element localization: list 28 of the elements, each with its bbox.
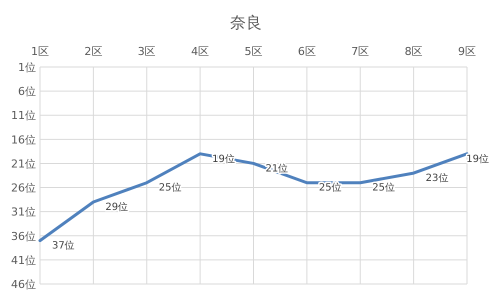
y-tick-label: 31位 (11, 206, 36, 219)
y-tick-label: 16位 (11, 133, 36, 146)
x-tick-label: 4区 (191, 45, 210, 58)
data-label: 25位 (372, 182, 395, 194)
x-tick-label: 8区 (404, 45, 423, 58)
data-label: 29位 (105, 201, 128, 214)
x-tick-label: 7区 (351, 45, 370, 58)
x-tick-label: 9区 (458, 45, 476, 58)
y-tick-label: 46位 (11, 278, 36, 291)
line-series (38, 152, 468, 242)
y-tick-label: 1位 (18, 61, 36, 74)
data-label: 37位 (52, 240, 75, 252)
y-tick-label: 6位 (18, 85, 36, 98)
y-tick-label: 21位 (11, 157, 36, 170)
data-label: 19位 (466, 152, 489, 165)
data-label: 23位 (426, 172, 448, 184)
y-tick-label: 11位 (11, 109, 36, 122)
chart-title: 奈良 (230, 13, 262, 32)
x-tick-label: 2区 (84, 45, 102, 58)
x-tick-label: 6区 (298, 45, 316, 58)
x-tick-label: 1区 (31, 45, 49, 58)
data-label: 25位 (318, 182, 342, 194)
y-tick-label: 36位 (11, 230, 36, 243)
x-tick-label: 3区 (138, 45, 156, 58)
y-tick-label: 41位 (11, 254, 36, 267)
x-tick-label: 5区 (244, 45, 262, 58)
data-label: 25位 (158, 182, 182, 194)
y-tick-label: 26位 (11, 182, 36, 195)
